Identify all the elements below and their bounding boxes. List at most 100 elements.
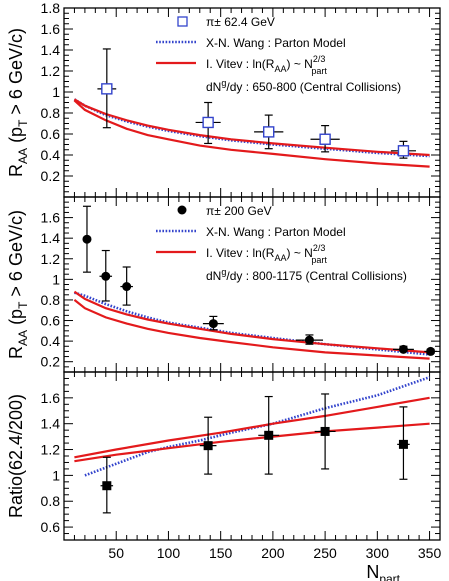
legend-marker-filled-circle bbox=[177, 205, 187, 215]
marker-filled-square bbox=[320, 426, 330, 436]
y-label-part: > 6 GeV/c) bbox=[6, 28, 26, 120]
y-tick-label: 1.4 bbox=[41, 42, 61, 58]
y-tick-label: 0.4 bbox=[41, 147, 61, 163]
curve-i-vitev-upper bbox=[73, 98, 430, 157]
y-tick-label: 0.2 bbox=[41, 354, 61, 370]
y-axis-label: RAA (pT > 6 GeV/c) bbox=[6, 28, 30, 177]
panel-3-frame bbox=[63, 371, 441, 541]
x-tick-label: 100 bbox=[157, 545, 181, 561]
marker-filled-square bbox=[264, 430, 274, 440]
legend-note: dNg/dy : 800-1175 (Central Collisions) bbox=[206, 267, 407, 283]
marker-filled-circle bbox=[101, 271, 111, 281]
legend-text-subscript: AA bbox=[274, 64, 286, 74]
legend-text-superscript: g bbox=[221, 267, 226, 277]
y-tick-label: 1.8 bbox=[41, 0, 61, 16]
marker-open-square bbox=[397, 145, 410, 157]
y-tick-label: 1 bbox=[52, 467, 60, 483]
legend-text-superscript: g bbox=[221, 78, 226, 88]
y-tick-label: 0.8 bbox=[41, 105, 61, 121]
legend-data-label: π± 62.4 GeV bbox=[206, 15, 275, 29]
curve-i-vitev-upper bbox=[73, 290, 430, 354]
y-label-part: (p bbox=[6, 309, 26, 330]
data-point bbox=[100, 456, 114, 514]
y-axis-label: Ratio(62.4/200) bbox=[6, 394, 26, 518]
legend-wang-label: X-N. Wang : Parton Model bbox=[206, 36, 346, 50]
data-point bbox=[314, 393, 336, 470]
legend-text-part: dN bbox=[206, 269, 221, 283]
y-axis-label: RAA (pT > 6 GeV/c) bbox=[6, 210, 30, 359]
legend-vitev-label: I. Vitev : ln(RAA) ~ N2/3 part bbox=[206, 243, 327, 265]
x-tick-label: 200 bbox=[261, 545, 285, 561]
y-tick-label: 1.4 bbox=[41, 416, 61, 432]
data-point bbox=[390, 140, 416, 159]
marker-open-square bbox=[101, 83, 113, 95]
legend-text-part: /dy : 800-1175 (Central Collisions) bbox=[226, 269, 407, 283]
legend-text-subscript: AA bbox=[274, 253, 286, 263]
y-tick-label: 1.6 bbox=[41, 21, 61, 37]
data-point bbox=[397, 406, 410, 480]
y-tick-label: 1.4 bbox=[41, 230, 61, 246]
marker-filled-square bbox=[203, 441, 213, 451]
marker-filled-circle bbox=[304, 335, 314, 345]
curve-i-vitev-lower bbox=[73, 99, 430, 168]
x-tick-label: 150 bbox=[209, 545, 233, 561]
marker-open-square bbox=[263, 126, 275, 138]
legend-marker-open-square bbox=[177, 16, 188, 27]
data-point bbox=[254, 114, 284, 150]
x-axis-label: Npart bbox=[366, 562, 400, 581]
legend-data-label: π± 200 GeV bbox=[206, 204, 272, 218]
legend-text-part: I. Vitev : ln(R bbox=[206, 57, 275, 71]
data-point bbox=[393, 344, 414, 354]
y-tick-label: 1.2 bbox=[41, 442, 61, 458]
curve-x-n-wang-parton-model bbox=[73, 98, 430, 158]
data-point bbox=[97, 48, 117, 129]
y-tick-label: 1.6 bbox=[41, 390, 61, 406]
y-tick-label: 1 bbox=[52, 84, 60, 100]
data-point bbox=[99, 249, 113, 302]
marker-filled-square bbox=[398, 439, 408, 449]
legend-wang-label: X-N. Wang : Parton Model bbox=[206, 225, 346, 239]
x-label-part: N bbox=[366, 562, 379, 581]
legend-text-superscript: 2/3 bbox=[313, 243, 326, 253]
legend-text-subscript: part bbox=[311, 66, 327, 76]
y-label-part: > 6 GeV/c) bbox=[6, 210, 26, 302]
x-tick-label: 300 bbox=[366, 545, 390, 561]
curve-i-vitev-ratio-lower bbox=[74, 422, 430, 463]
marker-filled-circle bbox=[398, 344, 408, 354]
curves-layer bbox=[73, 98, 431, 477]
marker-open-square bbox=[202, 116, 214, 129]
legend-text-superscript: 2/3 bbox=[313, 54, 326, 64]
y-tick-label: 1.2 bbox=[41, 63, 61, 79]
marker-filled-circle bbox=[426, 346, 436, 356]
legend-text-part: /dy : 650-800 (Central Collisions) bbox=[226, 80, 401, 94]
data-point bbox=[199, 416, 217, 475]
y-tick-label: 0.4 bbox=[41, 333, 61, 349]
legend-vitev-label: I. Vitev : ln(RAA) ~ N2/3 part bbox=[206, 54, 327, 76]
marker-filled-circle bbox=[122, 282, 132, 292]
data-point bbox=[82, 205, 92, 273]
y-tick-label: 1.6 bbox=[41, 210, 61, 226]
legend-text-part: dN bbox=[206, 80, 221, 94]
y-tick-label: 1 bbox=[52, 271, 60, 287]
legend-note: dNg/dy : 650-800 (Central Collisions) bbox=[206, 78, 401, 94]
data-point bbox=[202, 315, 224, 331]
y-label-part: T bbox=[16, 301, 30, 309]
curve-i-vitev-ratio-upper bbox=[74, 396, 430, 459]
y-label-part: AA bbox=[16, 148, 30, 164]
y-label-part: R bbox=[6, 346, 26, 359]
data-point bbox=[310, 124, 340, 153]
y-tick-label: 0.8 bbox=[41, 292, 61, 308]
marker-open-square bbox=[319, 133, 331, 145]
legend-text-part: ) ~ N bbox=[286, 246, 312, 260]
y-tick-label: 0.6 bbox=[41, 519, 61, 535]
y-tick-label: 0.6 bbox=[41, 313, 61, 329]
y-label-part: AA bbox=[16, 330, 30, 346]
points-layer bbox=[82, 48, 437, 514]
y-label-part: R bbox=[6, 164, 26, 177]
data-point bbox=[120, 266, 133, 306]
x-tick-label: 250 bbox=[313, 545, 337, 561]
legend-text-part: I. Vitev : ln(R bbox=[206, 246, 275, 260]
marker-filled-circle bbox=[82, 234, 92, 244]
